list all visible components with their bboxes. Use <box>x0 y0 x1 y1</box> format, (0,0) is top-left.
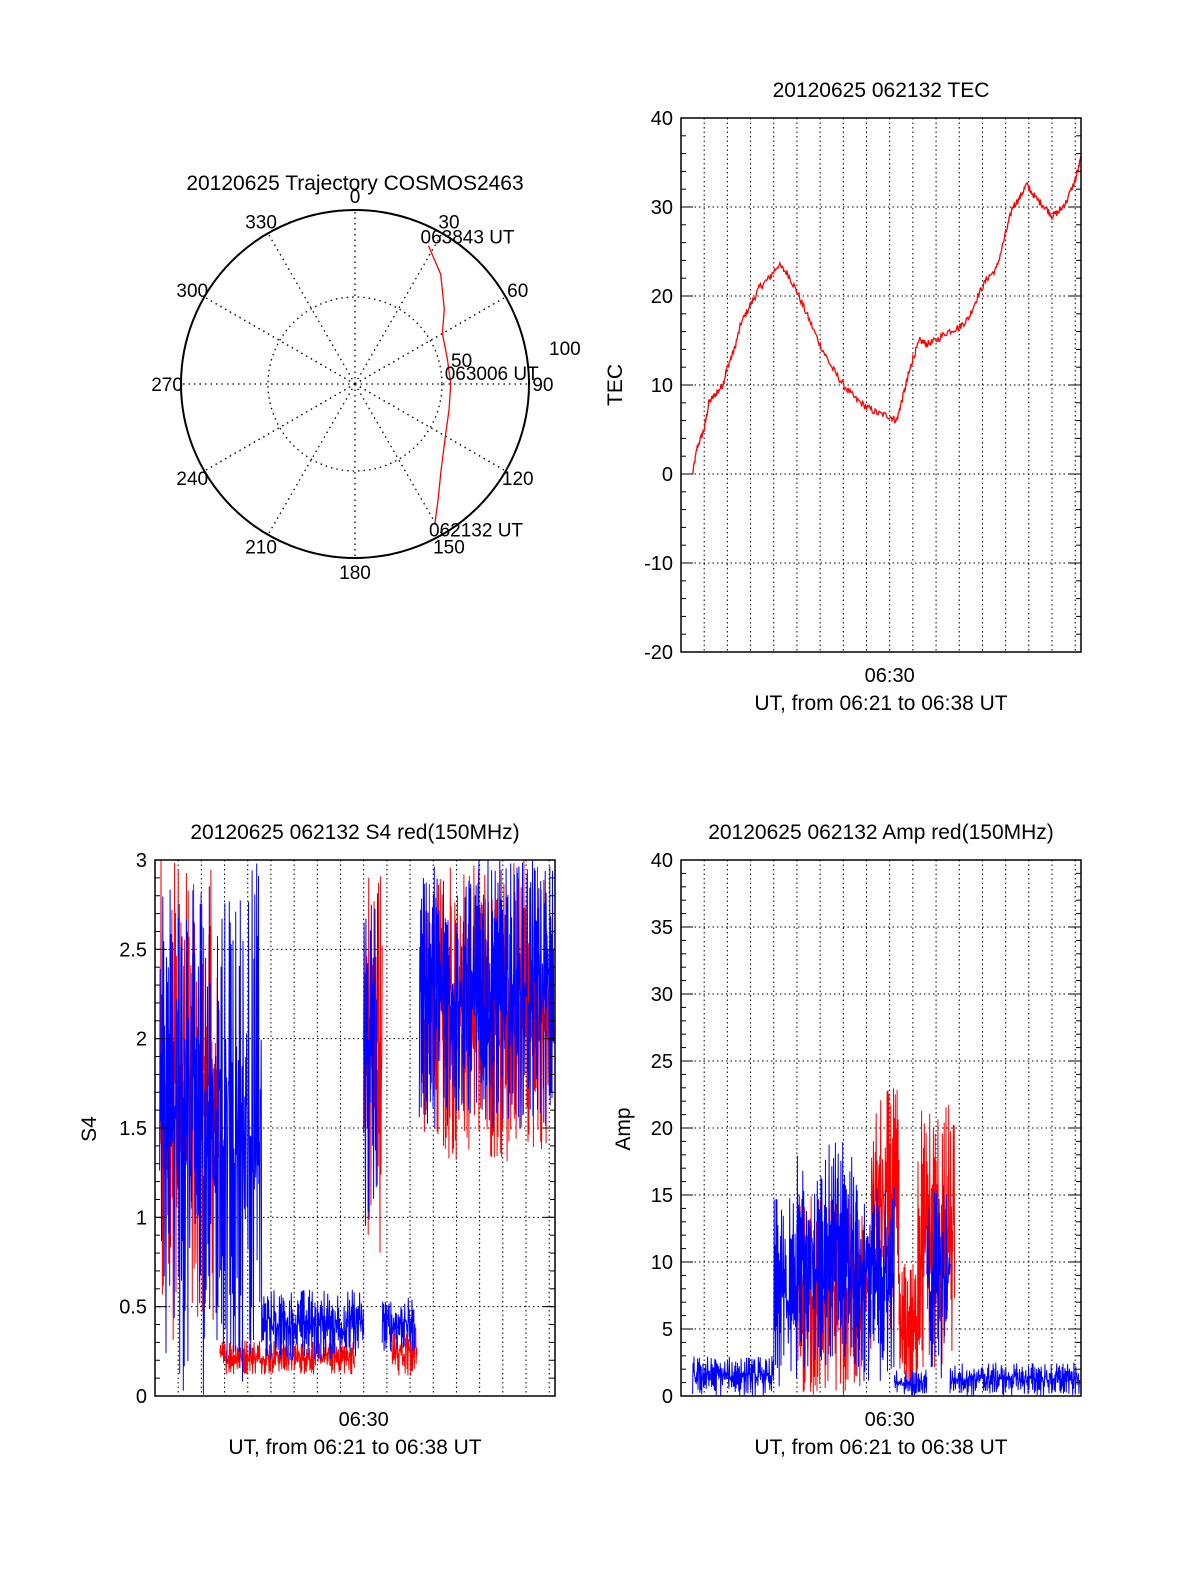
s4-xlabel: UT, from 06:21 to 06:38 UT <box>228 1436 481 1459</box>
tec-line <box>692 155 1082 475</box>
polar-angle-label: 60 <box>507 281 528 302</box>
s4-plot: 20120625 062132 S4 red(150MHz) S4 UT, fr… <box>78 821 556 1459</box>
tec-plot: 20120625 062132 TEC TEC UT, from 06:21 t… <box>604 79 1082 715</box>
trajectory-series <box>427 245 452 523</box>
polar-angle-labels: 0 30 60 90 120 150 180 210 240 270 300 330 <box>151 187 553 584</box>
trajectory-title: 20120625 Trajectory COSMOS2463 <box>186 172 523 195</box>
amp-plot: 20120625 062132 Amp red(150MHz) Amp UT, … <box>612 821 1082 1459</box>
amp-trace <box>854 1184 895 1382</box>
polar-angle-label: 180 <box>339 563 371 584</box>
tec-series <box>692 155 1082 475</box>
s4-trace <box>391 1325 418 1376</box>
amp-trace <box>898 1263 918 1392</box>
s4-ytick-label: 1 <box>136 1207 147 1229</box>
s4-trace <box>261 1289 365 1361</box>
s4-ytick-label: 1.5 <box>119 1118 147 1140</box>
amp-ytick-label: 5 <box>662 1319 673 1341</box>
trajectory-line <box>427 245 452 523</box>
trajectory-annotation: 063006 UT <box>445 364 539 385</box>
polar-spoke <box>267 383 356 536</box>
s4-trace <box>159 863 263 1395</box>
amp-trace <box>893 1369 928 1396</box>
tec-ytick-label: 0 <box>662 464 673 486</box>
polar-angle-label: 150 <box>433 538 465 559</box>
s4-trace <box>381 1297 416 1351</box>
tec-grid <box>680 117 1081 653</box>
s4-ytick-label: 2.5 <box>119 939 147 961</box>
amp-series <box>692 1088 1081 1396</box>
tec-ytick-label: 30 <box>651 197 673 219</box>
polar-spoke <box>354 383 507 472</box>
amp-yticks: 0 5 10 15 20 25 30 35 40 06:30 <box>651 850 1081 1431</box>
tec-ytick-label: -10 <box>644 553 673 575</box>
polar-angle-label: 300 <box>176 281 208 302</box>
s4-ytick-label: 2 <box>136 1029 147 1051</box>
polar-spoke <box>354 232 443 385</box>
amp-trace <box>773 1198 798 1387</box>
polar-angle-label: 30 <box>438 212 459 233</box>
s4-ylabel: S4 <box>78 1116 101 1142</box>
polar-spoke <box>267 232 356 385</box>
amp-ytick-label: 20 <box>651 1118 673 1140</box>
amp-ytick-label: 30 <box>651 984 673 1006</box>
polar-spoke <box>354 296 507 385</box>
amp-ytick-label: 10 <box>651 1252 673 1274</box>
trajectory-annotation: 063843 UT <box>421 228 515 249</box>
polar-angle-label: 240 <box>176 469 208 490</box>
polar-radius-labels: 50 100 <box>451 339 581 372</box>
amp-trace <box>949 1362 1081 1396</box>
tec-ytick-label: 20 <box>651 286 673 308</box>
tec-yticks: -20 -10 0 10 20 30 40 06:30 <box>644 108 1081 687</box>
polar-angle-label: 0 <box>350 187 361 208</box>
s4-trace <box>363 893 379 1226</box>
polar-spoke <box>203 296 356 385</box>
amp-xlabel: UT, from 06:21 to 06:38 UT <box>754 1436 1007 1459</box>
polar-spoke <box>354 383 443 536</box>
s4-trace <box>418 860 555 1129</box>
s4-series <box>159 860 555 1395</box>
polar-angle-label: 90 <box>532 375 553 396</box>
polar-angle-label: 120 <box>502 469 534 490</box>
amp-ytick-label: 25 <box>651 1051 673 1073</box>
amp-title: 20120625 062132 Amp red(150MHz) <box>708 821 1054 844</box>
polar-angle-label: 330 <box>245 212 277 233</box>
amp-trace <box>926 1185 951 1379</box>
amp-ytick-label: 35 <box>651 917 673 939</box>
amp-xtick-label: 06:30 <box>865 1409 915 1431</box>
polar-outer-ring <box>180 209 530 559</box>
tec-ytick-label: 10 <box>651 375 673 397</box>
s4-ytick-label: 0 <box>136 1386 147 1408</box>
tec-ylabel: TEC <box>604 364 627 406</box>
amp-trace <box>796 1142 856 1368</box>
s4-xtick-label: 06:30 <box>339 1409 389 1431</box>
polar-inner-ring <box>267 296 443 472</box>
s4-ytick-label: 0.5 <box>119 1297 147 1319</box>
tec-title: 20120625 062132 TEC <box>773 79 990 102</box>
s4-ytick-label: 3 <box>136 850 147 872</box>
s4-title: 20120625 062132 S4 red(150MHz) <box>190 821 519 844</box>
amp-ylabel: Amp <box>612 1107 635 1150</box>
amp-ytick-label: 0 <box>662 1386 673 1408</box>
amp-trace <box>692 1355 775 1396</box>
trajectory-polar-plot: 20120625 Trajectory COSMOS2463 0 30 60 90 12… <box>151 172 580 584</box>
polar-radius-label: 50 <box>451 351 472 372</box>
amp-trace <box>917 1104 956 1368</box>
amp-ytick-label: 15 <box>651 1185 673 1207</box>
tec-xlabel: UT, from 06:21 to 06:38 UT <box>754 692 1007 715</box>
tec-ytick-label: 40 <box>651 108 673 130</box>
amp-ytick-label: 40 <box>651 850 673 872</box>
tec-xtick-label: 06:30 <box>865 665 915 687</box>
trajectory-annotations: 063843 UT 063006 UT 062132 UT <box>421 228 540 542</box>
polar-angle-label: 270 <box>151 375 183 396</box>
s4-yticks: 0 0.5 1 1.5 2 2.5 3 06:30 <box>119 850 555 1431</box>
tec-ytick-label: -20 <box>644 642 673 664</box>
polar-radius-label: 100 <box>549 339 581 360</box>
trajectory-annotation: 062132 UT <box>429 521 523 542</box>
polar-grid <box>180 209 530 559</box>
polar-spoke <box>203 383 356 472</box>
polar-angle-label: 210 <box>245 538 277 559</box>
